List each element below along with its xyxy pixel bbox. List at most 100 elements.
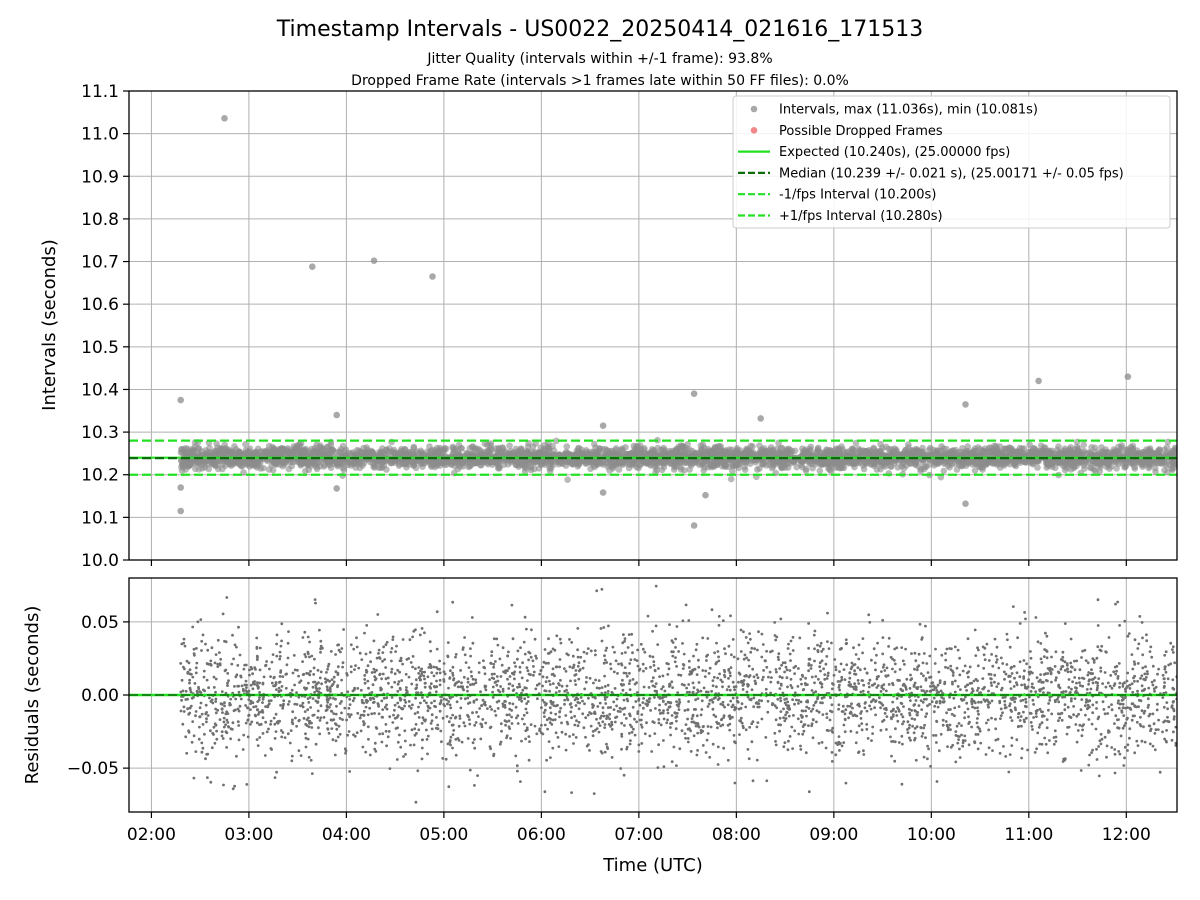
residual-point <box>834 665 838 669</box>
residual-point <box>507 687 511 690</box>
residual-point <box>818 661 822 665</box>
residual-point <box>635 720 638 724</box>
residual-point <box>564 748 568 752</box>
residual-point <box>919 699 923 702</box>
residual-point <box>484 721 488 725</box>
interval-point <box>940 467 948 475</box>
interval-point <box>545 448 553 456</box>
interval-point <box>265 466 273 473</box>
residual-point <box>411 703 414 707</box>
residual-point <box>316 709 320 713</box>
residual-point <box>498 742 502 746</box>
residual-point <box>262 675 266 679</box>
interval-point <box>940 460 948 468</box>
residual-point <box>1024 716 1028 720</box>
residual-point <box>385 696 389 700</box>
residual-point <box>363 674 367 677</box>
residual-point <box>1163 681 1166 684</box>
residual-point <box>721 685 724 689</box>
residual-point <box>820 659 824 663</box>
residual-point <box>1095 758 1099 761</box>
interval-point <box>383 466 390 473</box>
residual-point <box>702 686 706 690</box>
residual-point <box>1048 668 1052 672</box>
residual-point <box>624 671 628 675</box>
residual-point <box>779 617 783 621</box>
residual-point <box>496 679 500 683</box>
interval-point <box>290 443 298 450</box>
residual-point <box>1090 722 1094 726</box>
residual-point <box>443 672 447 676</box>
interval-point <box>247 450 254 458</box>
residual-point <box>881 652 885 656</box>
residual-point <box>656 643 660 646</box>
residual-point <box>516 722 520 725</box>
interval-point <box>1117 447 1124 455</box>
residual-point <box>919 672 923 675</box>
chart-subtitle-dropped: Dropped Frame Rate (intervals >1 frames … <box>351 73 849 89</box>
residual-point <box>1017 712 1020 716</box>
residual-point <box>477 661 481 665</box>
interval-point <box>888 446 895 453</box>
residual-point <box>548 721 552 724</box>
interval-point <box>457 445 465 452</box>
residual-point <box>420 667 424 671</box>
interval-point <box>1141 459 1148 466</box>
residual-point <box>970 700 973 703</box>
residual-point <box>229 697 233 701</box>
residual-point <box>951 743 955 747</box>
top-frame <box>128 90 1178 561</box>
residual-point <box>1036 731 1040 735</box>
residual-point <box>284 686 288 690</box>
residual-point <box>1048 699 1052 702</box>
residual-point <box>742 630 745 634</box>
residual-point <box>204 703 208 707</box>
interval-point <box>237 451 245 458</box>
residual-point <box>910 652 913 655</box>
interval-point <box>1038 442 1045 450</box>
interval-point <box>729 467 736 475</box>
residual-point <box>665 721 669 725</box>
residual-point <box>426 734 430 738</box>
residual-point <box>781 661 785 665</box>
residual-point <box>804 751 808 755</box>
residual-point <box>182 710 186 713</box>
residual-point <box>621 641 625 645</box>
residual-point <box>1081 684 1084 688</box>
residual-point <box>819 669 822 673</box>
interval-point <box>917 467 924 475</box>
residual-point <box>481 718 485 721</box>
residual-point <box>1141 653 1145 657</box>
residual-point <box>1133 751 1137 755</box>
residual-point <box>403 729 407 733</box>
residual-point <box>408 638 412 642</box>
residual-point <box>961 741 965 745</box>
residual-point <box>793 702 796 706</box>
residual-point <box>916 711 920 714</box>
interval-point <box>509 450 516 458</box>
intervals-panel: 10.010.110.210.310.410.510.610.710.810.9… <box>81 82 1178 571</box>
residual-point <box>789 684 793 687</box>
residual-point <box>707 672 711 675</box>
residual-point <box>523 722 526 726</box>
residual-point <box>989 681 993 685</box>
interval-point <box>1172 445 1177 452</box>
residual-point <box>840 678 844 682</box>
residual-point <box>1022 659 1026 662</box>
residual-point <box>576 655 580 659</box>
interval-point <box>791 447 799 455</box>
interval-point <box>989 447 996 455</box>
residual-point <box>543 715 546 718</box>
residual-point <box>340 647 344 650</box>
residual-point <box>192 647 196 651</box>
interval-point <box>213 440 220 447</box>
residual-point <box>1039 657 1043 661</box>
residual-point <box>278 655 282 658</box>
interval-point <box>954 449 961 456</box>
residual-point <box>565 652 569 656</box>
interval-point <box>683 459 691 466</box>
residual-point <box>823 678 827 681</box>
residual-point <box>710 608 714 612</box>
residual-point <box>976 717 979 720</box>
interval-point <box>777 462 784 470</box>
